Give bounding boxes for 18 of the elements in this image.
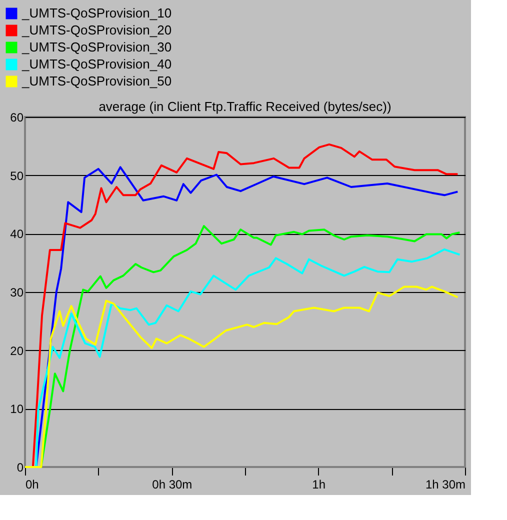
chart-title: average (in Client Ftp.Traffic Received (bytes/sec)) [98,99,392,114]
y-tick-label: 60 [10,110,24,124]
x-tick-label: 1h [312,478,326,492]
line-series [24,286,459,468]
x-tick-label: 1h 30m [425,478,466,492]
legend-label: _UMTS-QoSProvision_50 [21,74,172,88]
legend-label: _UMTS-QoSProvision_10 [21,6,172,20]
y-tick-label: 10 [10,402,24,416]
y-tick-label: 50 [10,168,24,183]
y-tick-label: 40 [10,227,24,242]
legend-label: _UMTS-QoSProvision_30 [21,40,172,54]
x-tick-label: 0h 30m [152,478,192,492]
y-tick-label: 0 [16,460,24,474]
y-tick-label: 20 [10,344,24,358]
x-tick-label: 0h [26,478,39,492]
y-tick-label: 30 [10,286,24,300]
legend-label: _UMTS-QoSProvision_20 [21,22,172,38]
legend-label: _UMTS-QoSProvision_40 [21,56,172,72]
